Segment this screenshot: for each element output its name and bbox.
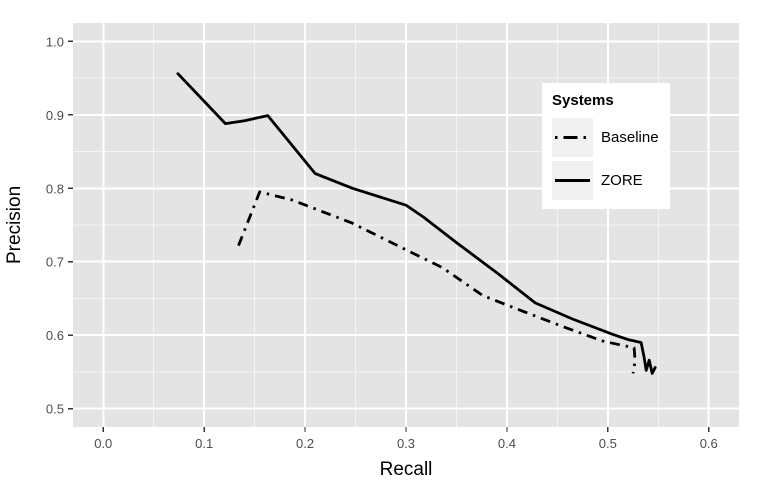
dash-dot-line-icon: [555, 136, 590, 139]
y-axis-title: Precision: [4, 185, 25, 265]
legend-title: Systems: [552, 92, 614, 109]
legend-label-baseline: Baseline: [601, 129, 659, 146]
x-tick-label: 0.3: [397, 436, 415, 451]
x-tick-label: 0.6: [700, 436, 718, 451]
legend-item-zore: ZORE: [552, 161, 659, 200]
y-tick-label: 0.5: [46, 402, 64, 417]
y-tick-label: 0.6: [46, 328, 64, 343]
x-tick-label: 0.4: [498, 436, 516, 451]
series-line-zore: [176, 72, 657, 375]
y-tick-label: 0.8: [46, 181, 64, 196]
y-tick-label: 1.0: [46, 34, 64, 49]
solid-line-icon: [555, 179, 590, 182]
x-tick-label: 0.0: [94, 436, 112, 451]
legend-label-zore: ZORE: [601, 172, 643, 189]
x-tick-label: 0.5: [599, 436, 617, 451]
x-tick-label: 0.1: [195, 436, 213, 451]
x-tick-label: 0.2: [296, 436, 314, 451]
y-tick-label: 0.9: [46, 108, 64, 123]
legend-key-baseline: [552, 118, 593, 157]
legend-item-baseline: Baseline: [552, 118, 659, 157]
legend: Systems Baseline ZORE: [542, 83, 670, 209]
series-line-baseline: [237, 190, 637, 374]
legend-key-zore: [552, 161, 593, 200]
x-axis-title: Recall: [379, 459, 433, 480]
y-tick-label: 0.7: [46, 255, 64, 270]
